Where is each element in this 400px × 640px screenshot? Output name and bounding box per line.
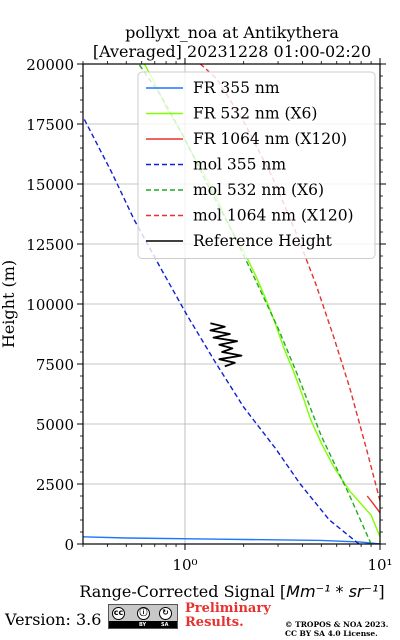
x-axis-label: Range-Corrected Signal [Mm⁻¹ * sr⁻¹] bbox=[79, 582, 384, 601]
copyright-notice: © TROPOS & NOA 2023. CC BY SA 4.0 Licens… bbox=[285, 620, 388, 638]
version-text: Version: 3.6 bbox=[5, 610, 102, 629]
legend-label: mol 532 nm (X6) bbox=[193, 181, 324, 199]
y-tick-label: 0 bbox=[64, 536, 74, 554]
cc-icon: cc bbox=[112, 607, 125, 620]
x-axis-label-close: ] bbox=[378, 582, 384, 601]
y-tick-label: 2500 bbox=[36, 476, 74, 494]
y-tick-label: 10000 bbox=[26, 296, 74, 314]
y-tick-label: 15000 bbox=[26, 176, 74, 194]
series-fr-1064-nm-x120 bbox=[366, 495, 380, 514]
badge-sa-label: SA bbox=[161, 622, 169, 628]
by-icon: ⓘ bbox=[137, 607, 150, 620]
x-tick-label: 10¹ bbox=[367, 556, 392, 574]
y-tick-label: 17500 bbox=[26, 116, 74, 134]
y-tick-label: 5000 bbox=[36, 416, 74, 434]
chart-title-line1: pollyxt_noa at Antikythera bbox=[125, 23, 339, 42]
legend-label: FR 532 nm (X6) bbox=[193, 105, 317, 123]
legend-label: FR 355 nm bbox=[193, 79, 280, 97]
x-tick-label: 10⁰ bbox=[172, 556, 197, 574]
legend-label: mol 355 nm bbox=[193, 156, 286, 174]
y-axis: 0 2500 5000 7500 10000 12500 15000 17500 20000 bbox=[26, 56, 386, 554]
legend-label: FR 1064 nm (X120) bbox=[193, 130, 347, 148]
y-tick-label: 12500 bbox=[26, 236, 74, 254]
chart-title-line2: [Averaged] 20231228 01:00-02:20 bbox=[93, 42, 371, 61]
y-axis-label: Height (m) bbox=[0, 260, 18, 348]
preliminary-notice: Preliminary Results. bbox=[185, 602, 271, 630]
badge-by-label: BY bbox=[139, 622, 147, 628]
x-axis-label-unit: Mm⁻¹ * sr⁻¹ bbox=[286, 582, 378, 601]
y-tick-label: 20000 bbox=[26, 56, 74, 74]
x-axis-label-text: Range-Corrected Signal [ bbox=[79, 582, 286, 601]
sa-icon: ↻ bbox=[159, 607, 172, 620]
cc-license-badge[interactable]: cc ⓘ ↻ BY SA bbox=[108, 604, 178, 629]
y-tick-label: 7500 bbox=[36, 356, 74, 374]
legend-box bbox=[137, 71, 376, 259]
legend-label: Reference Height bbox=[193, 232, 333, 250]
x-axis: 10⁰ 10¹ bbox=[82, 58, 393, 574]
copyright-line2: CC BY SA 4.0 License. bbox=[285, 629, 378, 638]
legend: FR 355 nm FR 532 nm (X6) FR 1064 nm (X120)… bbox=[137, 71, 376, 259]
preliminary-line2: Results. bbox=[185, 615, 244, 630]
legend-label: mol 1064 nm (X120) bbox=[193, 207, 354, 225]
series-reference-height bbox=[209, 322, 243, 368]
series-fr-355-nm bbox=[83, 536, 380, 544]
copyright-line1: © TROPOS & NOA 2023. bbox=[285, 620, 389, 629]
preliminary-line1: Preliminary bbox=[185, 601, 271, 616]
